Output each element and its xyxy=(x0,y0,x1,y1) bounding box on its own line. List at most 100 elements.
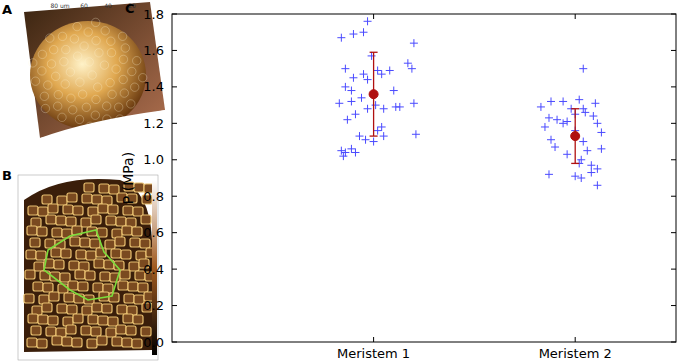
cell xyxy=(38,207,48,216)
y-tick-label: 0.6 xyxy=(143,225,164,240)
point xyxy=(551,143,559,151)
cell-bump xyxy=(75,115,83,123)
cell-bump xyxy=(38,67,46,75)
cell-bump xyxy=(95,49,103,57)
cell xyxy=(34,262,44,271)
cell-bump xyxy=(92,18,100,26)
x-tick xyxy=(575,337,576,342)
cell xyxy=(67,305,77,314)
point xyxy=(347,87,355,95)
cell-bump xyxy=(88,71,96,79)
point xyxy=(380,105,388,113)
axis-label: 80 um xyxy=(50,2,69,9)
cell-bump xyxy=(62,45,70,53)
y-tick xyxy=(172,86,177,87)
cell xyxy=(105,240,115,249)
point xyxy=(364,105,372,113)
cell xyxy=(28,206,38,215)
cell-bump xyxy=(92,95,100,103)
cell-bump xyxy=(85,58,93,66)
cell xyxy=(43,283,53,292)
point xyxy=(563,118,571,126)
cell-bump xyxy=(108,90,116,98)
y-tick-label: 1.0 xyxy=(143,152,164,167)
cell xyxy=(57,304,67,313)
cell xyxy=(54,260,64,269)
point xyxy=(374,127,382,135)
cell xyxy=(108,205,118,214)
cell-bump xyxy=(107,37,115,45)
point xyxy=(593,119,601,127)
y-tick xyxy=(671,269,676,270)
point xyxy=(547,97,555,105)
point xyxy=(362,136,370,144)
point xyxy=(341,148,349,156)
cell xyxy=(98,316,108,325)
cell-bump xyxy=(107,49,115,57)
cell-bump xyxy=(119,55,127,63)
cell xyxy=(123,206,133,215)
cell-bump xyxy=(50,46,58,54)
cell xyxy=(75,270,85,279)
error-cap xyxy=(571,163,579,164)
cell xyxy=(88,315,98,324)
cell xyxy=(111,249,121,258)
cell xyxy=(40,271,50,280)
cell xyxy=(91,215,101,224)
point xyxy=(355,132,363,140)
point xyxy=(575,96,583,104)
cell-bump xyxy=(131,83,139,91)
cell xyxy=(80,238,90,247)
meristem-dome xyxy=(30,21,146,129)
panel-a: 80 um604020A xyxy=(2,2,165,150)
point xyxy=(347,145,355,153)
point xyxy=(597,145,605,153)
y-tick xyxy=(671,159,676,160)
cell xyxy=(109,293,119,302)
cell xyxy=(106,216,116,225)
cell xyxy=(122,226,132,235)
cell xyxy=(31,326,41,335)
point xyxy=(559,97,567,105)
point xyxy=(404,59,412,67)
cell xyxy=(57,196,67,205)
cell-bump xyxy=(103,102,111,110)
cell-bump xyxy=(91,111,99,119)
point xyxy=(563,150,571,158)
cell xyxy=(116,325,126,334)
x-tick-label: Meristem 1 xyxy=(337,346,410,361)
point xyxy=(349,74,357,82)
y-tick-label: 1.2 xyxy=(143,116,164,131)
cell xyxy=(42,303,52,312)
mean-point xyxy=(369,90,378,99)
point xyxy=(545,170,553,178)
image-cutout xyxy=(40,110,165,150)
x-tick xyxy=(373,14,374,19)
cell xyxy=(120,270,130,279)
cell xyxy=(98,204,108,213)
cell-bump xyxy=(74,52,82,60)
cell xyxy=(93,283,103,292)
image-frame xyxy=(18,175,158,360)
cell xyxy=(42,195,52,204)
cell-bump xyxy=(119,75,127,83)
cell xyxy=(69,261,79,270)
cell xyxy=(141,215,151,224)
point xyxy=(583,147,591,155)
point xyxy=(559,119,567,127)
y-axis-label: P (MPa) xyxy=(120,152,136,204)
cell xyxy=(126,326,136,335)
point xyxy=(579,65,587,73)
cell xyxy=(36,251,46,260)
cell-bump xyxy=(121,44,129,52)
cell-bump xyxy=(58,32,66,40)
cell xyxy=(78,282,88,291)
cell xyxy=(92,303,102,312)
point xyxy=(587,161,595,169)
point xyxy=(591,99,599,107)
point xyxy=(364,76,372,84)
cell xyxy=(66,217,76,226)
point xyxy=(571,172,579,180)
cell-bump xyxy=(73,22,81,30)
cell xyxy=(138,283,148,292)
